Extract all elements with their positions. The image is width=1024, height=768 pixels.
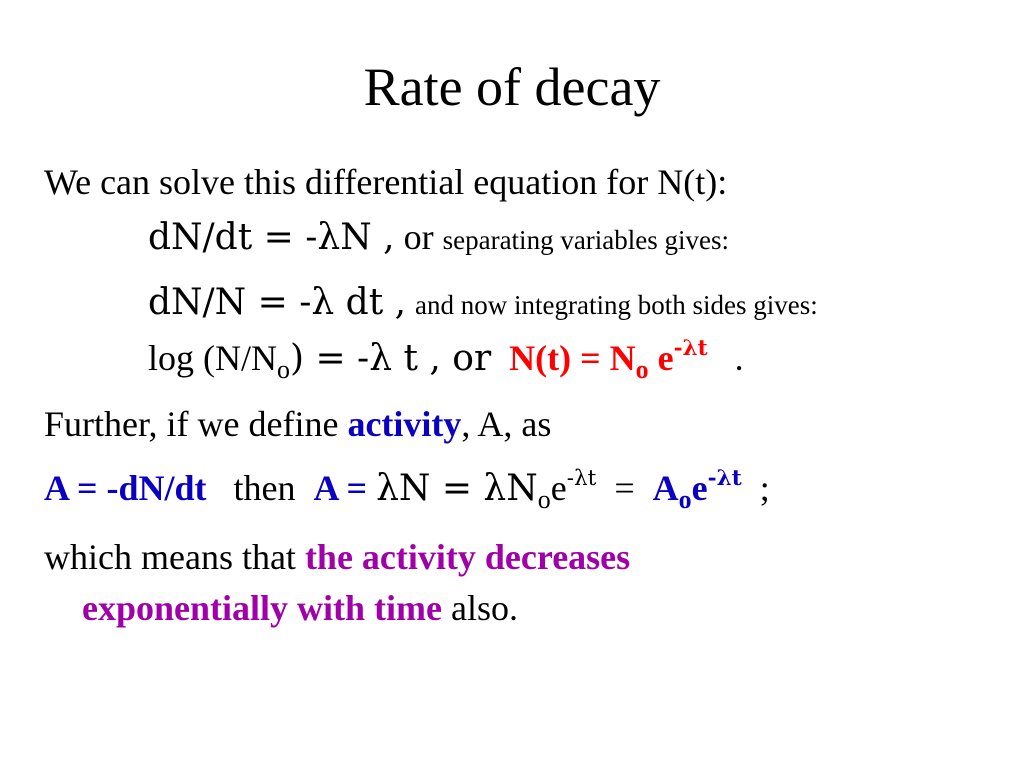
- separated-equation-line: dN/N = -λ dt , and now integrating both …: [148, 280, 818, 327]
- log-equation-subscript: o: [277, 355, 290, 385]
- semicolon: ;: [759, 468, 770, 508]
- result-e: e: [657, 338, 674, 378]
- intro-text: We can solve this differential equation …: [44, 162, 728, 202]
- slide-title: Rate of decay: [363, 57, 661, 117]
- integrating-note: and now integrating both sides gives:: [415, 290, 818, 320]
- result-exponent: -λt: [673, 335, 708, 361]
- solution-line: log (N/No) = -λ t , or N(t) = No e-λt .: [148, 336, 744, 386]
- then-word: then: [233, 468, 296, 508]
- solution-result: N(t) = No e-λt: [509, 335, 708, 384]
- or-word: or: [403, 217, 434, 257]
- log-equation-end: ) = -λ t , or: [289, 338, 492, 379]
- conclusion-end: also.: [450, 588, 518, 628]
- activity-intro: Further, if we define: [44, 404, 339, 444]
- e-term: e: [550, 468, 567, 508]
- activity-equation-line: A = -dN/dt then A = λN = λNoe-λt = Aoe-λ…: [44, 466, 770, 516]
- separated-equation: dN/N = -λ dt ,: [148, 282, 407, 323]
- log-equation-start: log (N/N: [148, 338, 277, 378]
- intro-line: We can solve this differential equation …: [44, 160, 727, 204]
- e-term-exponent: -λt: [566, 465, 597, 491]
- a0-exponent: -λt: [707, 465, 742, 491]
- activity-end: , A, as: [461, 404, 552, 444]
- result-start: N(t) = N: [509, 338, 636, 378]
- a0-letter: A: [652, 468, 679, 508]
- a0-e: e: [691, 468, 708, 508]
- conclusion-line-1: which means that the activity decreases: [44, 535, 630, 579]
- diff-equation-line: dN/dt = -λN , or separating variables gi…: [148, 215, 729, 262]
- separating-note: separating variables gives:: [442, 225, 730, 255]
- a0-term: Aoe-λt: [652, 465, 742, 514]
- lambda-n-subscript: o: [537, 485, 551, 515]
- result-subscript: o: [635, 355, 649, 385]
- conclusion-start: which means that: [44, 537, 296, 577]
- activity-equals: A =: [313, 468, 368, 508]
- solution-period: .: [734, 338, 744, 378]
- diff-equation: dN/dt = -λN ,: [148, 217, 395, 258]
- activity-definition-line: Further, if we define activity, A, as: [44, 402, 551, 446]
- activity-definition: A = -dN/dt: [44, 468, 207, 508]
- conclusion-highlight-1: the activity decreases: [304, 537, 631, 577]
- activity-keyword: activity: [347, 404, 462, 444]
- lambda-n: λN = λN: [376, 468, 538, 509]
- conclusion-highlight-2: exponentially with time: [82, 588, 442, 628]
- conclusion-line-2: exponentially with time also.: [82, 586, 518, 630]
- a0-subscript: o: [678, 485, 692, 515]
- equals-sign: =: [614, 468, 635, 508]
